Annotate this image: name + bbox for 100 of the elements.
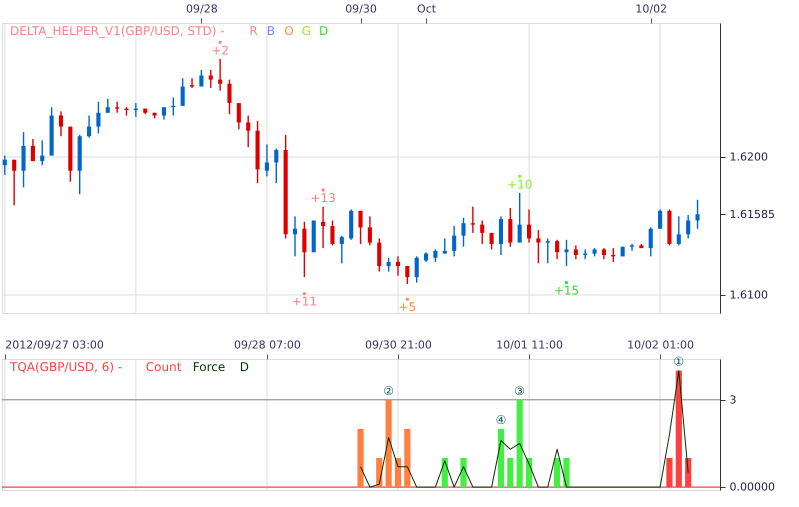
y-tick-label: 3: [730, 393, 736, 406]
chart-title: DELTA_HELPER_V1(GBP/USD, STD) -: [10, 24, 225, 38]
annotation: +15: [554, 284, 580, 298]
y-tick-label: 0.00000: [730, 480, 775, 494]
text: D: [319, 24, 328, 38]
x-tick-label: 09/28: [186, 2, 218, 16]
y-tick-label: 1.61585: [730, 208, 775, 221]
bar: [404, 428, 410, 488]
legend-label: B: [266, 24, 276, 38]
candlestick: [12, 159, 16, 206]
x-tick-label: 09/30: [345, 2, 377, 16]
candlestick: [134, 102, 138, 118]
annotation: +10: [507, 177, 532, 192]
candlestick: [302, 221, 306, 278]
data-label: ④: [496, 412, 506, 427]
candlestick: [546, 238, 550, 264]
candlestick: [190, 78, 194, 89]
text: O: [284, 24, 294, 38]
candlestick: [227, 78, 232, 115]
candlestick: [518, 192, 522, 244]
text: R: [249, 24, 258, 38]
point: [518, 174, 522, 178]
point: [218, 40, 222, 44]
candlestick: [40, 140, 44, 166]
candlestick: [96, 101, 100, 134]
candlestick: [218, 58, 222, 92]
candlestick: [208, 69, 213, 89]
legend-label: D: [240, 360, 250, 374]
x-tick-label: 09/30 21:00: [365, 338, 432, 352]
text: G: [302, 24, 311, 38]
candlestick: [470, 206, 475, 234]
candlestick: [58, 110, 64, 137]
candlestick: [490, 232, 494, 250]
candlestick: [648, 226, 653, 258]
candlestick: [424, 252, 428, 263]
point: [564, 281, 568, 284]
point: [302, 292, 306, 296]
candlestick: [583, 248, 588, 260]
candlestick: [162, 106, 166, 120]
candlestick: [686, 214, 690, 240]
candlestick: [620, 246, 625, 258]
x-tick-label: 2012/09/27 03:00: [5, 338, 104, 352]
candlestick: [611, 247, 616, 263]
candlestick: [676, 216, 681, 246]
candlestick: [30, 138, 35, 162]
candlestick: [292, 216, 298, 258]
bar: [386, 400, 392, 488]
bar: [507, 458, 514, 488]
x-tick-label: 10/01 11:00: [496, 338, 563, 352]
candlestick: [695, 199, 700, 230]
point: [406, 298, 409, 301]
x-tick-label: 10/02: [635, 2, 668, 16]
bar: [442, 458, 448, 488]
candlestick: [321, 206, 326, 249]
x-tick-label: Oct: [417, 2, 437, 16]
annotation: +5: [398, 300, 416, 314]
candlestick: [106, 98, 110, 114]
candlestick: [330, 220, 335, 246]
candlestick: [536, 229, 540, 264]
candlestick: [368, 216, 372, 246]
candlestick: [377, 238, 382, 272]
candlestick: [2, 154, 7, 176]
point: [322, 188, 325, 192]
annotation: +11: [292, 294, 318, 309]
candlestick: [442, 238, 447, 254]
candlestick: [574, 244, 578, 260]
candlestick: [264, 144, 269, 177]
y-tick-label: 1.6200: [730, 150, 768, 164]
annotation: +2: [211, 43, 229, 58]
line-series: [360, 370, 689, 488]
candlestick: [414, 256, 419, 284]
bar: [554, 458, 560, 488]
candlestick: [274, 148, 278, 184]
bar: [357, 428, 364, 488]
bar: [394, 458, 402, 488]
x-tick-label: 10/02 01:00: [627, 338, 694, 352]
candlestick: [480, 220, 484, 245]
candlestick: [461, 217, 466, 248]
candlestick: [115, 101, 120, 114]
candlestick: [658, 208, 662, 230]
data-label: ②: [383, 384, 394, 398]
candlestick: [246, 114, 250, 148]
candlestick: [602, 247, 606, 260]
y-tick-label: 1.6100: [730, 288, 768, 302]
annotation: +13: [310, 191, 336, 206]
candlestick: [452, 225, 456, 258]
candlestick: [508, 207, 512, 248]
data-label: ①: [673, 354, 684, 369]
candlestick: [386, 257, 391, 272]
candlestick: [396, 256, 400, 276]
candlestick: [555, 239, 560, 260]
candlestick: [433, 248, 438, 263]
data-label: ③: [514, 384, 526, 398]
text: Force: [192, 360, 226, 374]
candlestick: [405, 265, 410, 285]
candlestick: [340, 234, 344, 264]
chart-title: TQA(GBP/USD, 6) -: [9, 360, 122, 374]
candlestick: [358, 210, 363, 245]
x-tick-label: 09/28 07:00: [234, 338, 301, 352]
bar: [516, 400, 523, 488]
